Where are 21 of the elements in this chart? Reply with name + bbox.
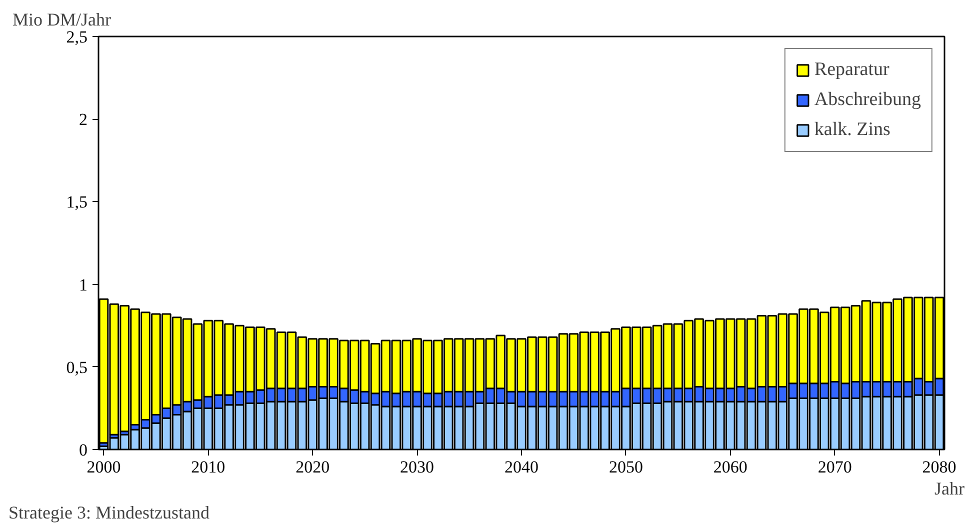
y-tick-label: 2,5 (66, 28, 88, 46)
legend-label: kalk. Zins (814, 119, 890, 141)
legend-label: Reparatur (814, 59, 890, 81)
x-tick-label: 2020 (296, 458, 330, 476)
x-axis-title: Jahr (934, 478, 965, 498)
x-tick-label: 2030 (400, 458, 434, 476)
x-tick-label: 2010 (191, 458, 226, 476)
y-tick-label: 1 (79, 275, 88, 294)
y-axis-title: Mio DM/Jahr (12, 10, 112, 30)
y-tick-label: 2 (79, 110, 88, 130)
y-tick-label: 0 (79, 440, 88, 460)
text: Strategie 3: Mindestzustand (8, 502, 210, 522)
x-tick-label: 2000 (86, 458, 121, 476)
legend-label: Abschreibung (814, 89, 921, 111)
x-tick-label: 2040 (504, 458, 538, 476)
x-tick-label: 2080 (922, 458, 956, 476)
x-tick-label: 2070 (818, 458, 852, 476)
y-tick-label: 1,5 (66, 192, 88, 212)
x-tick-label: 2060 (713, 458, 748, 476)
y-tick-label: 0,5 (66, 358, 88, 377)
x-tick-label: 2050 (608, 458, 643, 476)
